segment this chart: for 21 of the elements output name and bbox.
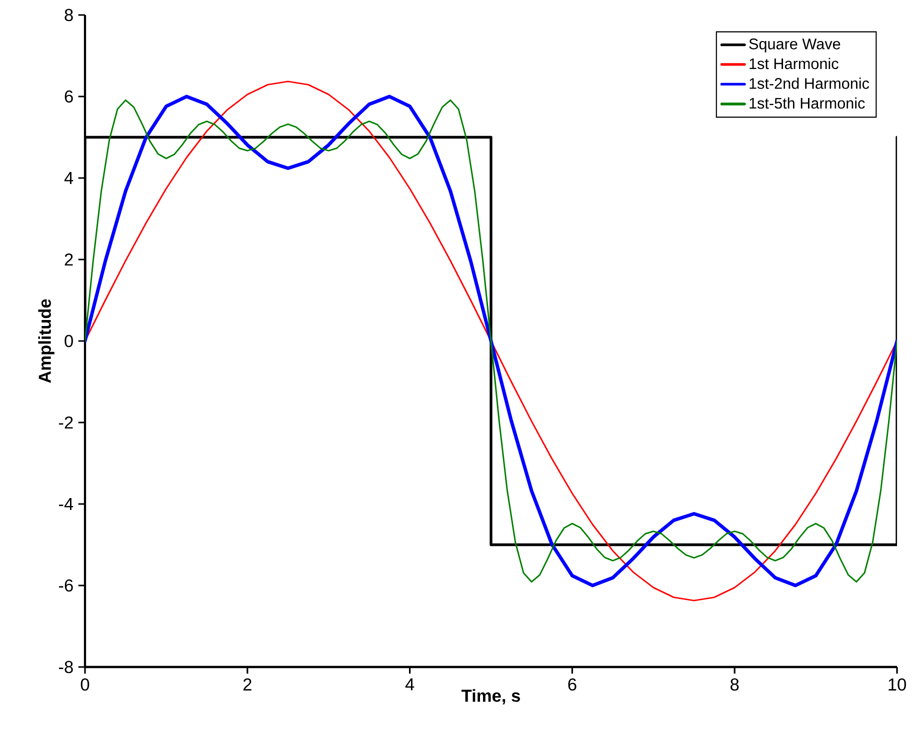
x-tick-label: 2 bbox=[243, 678, 252, 690]
y-tick-label: -4 bbox=[58, 498, 74, 510]
x-tick-label: 10 bbox=[888, 678, 906, 691]
legend-label: Square Wave bbox=[749, 38, 840, 52]
x-tick-label: 4 bbox=[405, 678, 414, 690]
y-tick-label: -8 bbox=[58, 660, 73, 674]
y-tick-label: -6 bbox=[58, 579, 73, 592]
legend-label: 1st-2nd Harmonic bbox=[750, 78, 870, 89]
legend-label: 1st Harmonic bbox=[750, 58, 838, 70]
y-tick-label: -2 bbox=[58, 416, 73, 429]
y-tick-label: 2 bbox=[64, 253, 73, 266]
x-axis-title: Time, s bbox=[461, 689, 520, 704]
x-tick-label: 6 bbox=[568, 678, 576, 691]
y-axis-title: Amplitude bbox=[38, 299, 54, 383]
y-tick-label: 6 bbox=[64, 90, 73, 103]
x-tick-label: 8 bbox=[730, 678, 739, 691]
y-tick-label: 0 bbox=[64, 334, 73, 348]
y-tick-label: 8 bbox=[64, 8, 73, 22]
x-tick-label: 0 bbox=[80, 678, 90, 691]
legend-label: 1st-5th Harmonic bbox=[750, 97, 865, 109]
y-tick-label: 4 bbox=[64, 172, 74, 184]
